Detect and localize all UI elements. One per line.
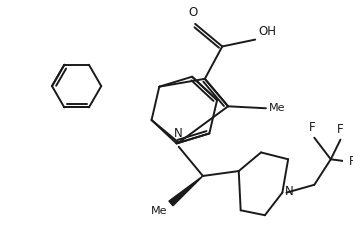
Text: F: F	[337, 123, 344, 136]
Text: Me: Me	[269, 103, 285, 113]
Text: OH: OH	[258, 25, 276, 38]
Text: N: N	[285, 185, 294, 198]
Text: F: F	[349, 155, 353, 168]
Text: Me: Me	[151, 206, 168, 216]
Polygon shape	[169, 176, 203, 206]
Text: N: N	[174, 127, 183, 140]
Text: O: O	[188, 6, 197, 20]
Text: F: F	[309, 121, 316, 134]
